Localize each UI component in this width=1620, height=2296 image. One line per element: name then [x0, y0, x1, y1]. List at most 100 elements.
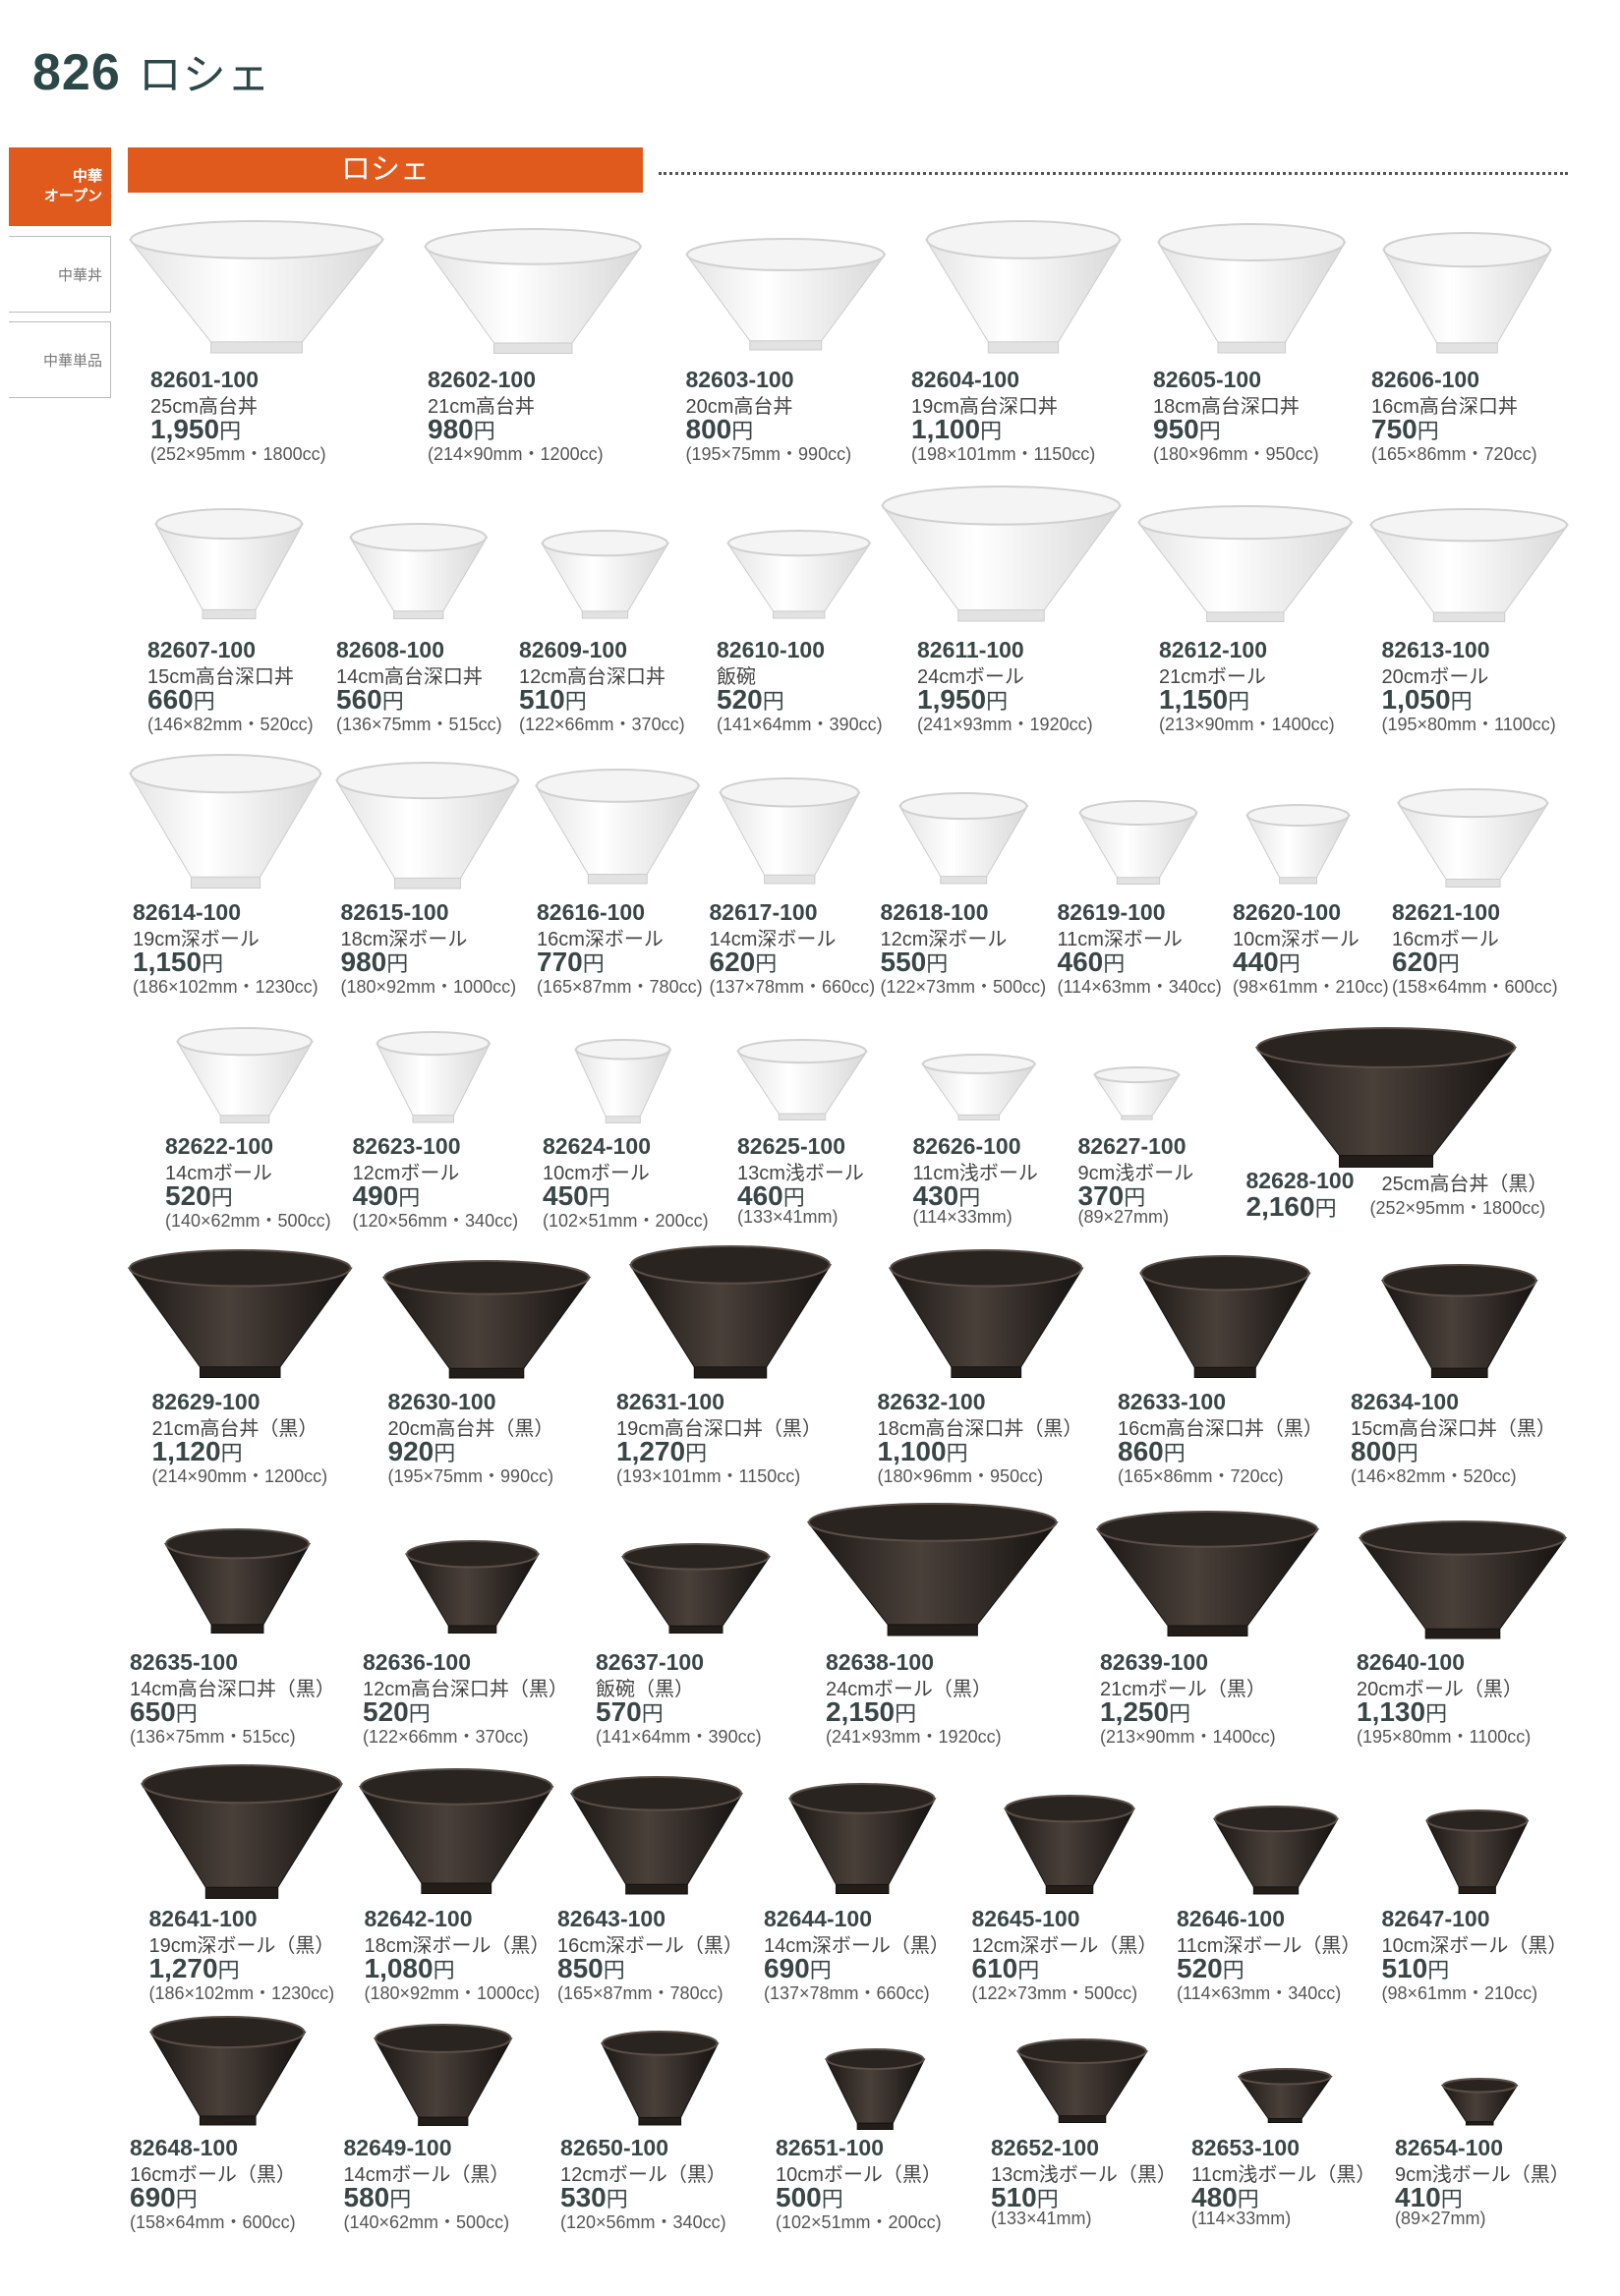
product-price: 1,270円 [149, 1953, 240, 1984]
price-value: 580 [343, 2181, 390, 2212]
currency-unit: 円 [1124, 1185, 1146, 1210]
product-dimensions: (195×80mm・1100cc) [1381, 714, 1556, 734]
product-name: 13cm浅ボール（黒） [991, 2163, 1177, 2186]
product-price: 770円 [537, 947, 605, 978]
product-name: 20cmボール [1381, 665, 1489, 688]
product-dimensions: (120×56mm・340cc) [560, 2211, 726, 2232]
currency-unit: 円 [381, 688, 404, 714]
bowl-image [684, 238, 887, 351]
bowl-image [1380, 1264, 1538, 1379]
product-name: 13cm浅ボール [737, 1163, 864, 1184]
sidebar-tab-chinese-bowl[interactable]: 中華丼 [9, 236, 111, 313]
currency-unit: 円 [809, 1958, 832, 1982]
product-price: 490円 [353, 1180, 421, 1212]
price-value: 1,950 [150, 414, 220, 444]
price-value: 620 [1392, 946, 1438, 977]
product-name: 10cm深ボール [1233, 928, 1360, 950]
price-value: 690 [130, 2181, 176, 2212]
product-dimensions: (140×62mm・500cc) [165, 1211, 331, 1231]
product-price: 510円 [519, 684, 587, 716]
product-name: 12cm深ボール（黒） [971, 1935, 1158, 1957]
product-dimensions: (195×75mm・990cc) [685, 444, 852, 464]
product-price: 450円 [543, 1180, 610, 1212]
product-dimensions: (133×41mm) [991, 2208, 1092, 2228]
currency-unit: 円 [1396, 1440, 1418, 1465]
product-dimensions: (122×73mm・500cc) [971, 1983, 1138, 2003]
bowl-image [620, 1542, 772, 1634]
product-dimensions: (180×92mm・1000cc) [340, 976, 517, 997]
price-value: 950 [1153, 414, 1199, 444]
product-code: 82605-100 [1153, 367, 1261, 392]
product-code: 82601-100 [150, 367, 259, 392]
product-code: 82610-100 [717, 636, 825, 662]
product-price: 430円 [913, 1180, 981, 1212]
bowl-image [888, 1249, 1084, 1378]
product-dimensions: (89×27mm) [1395, 2208, 1486, 2228]
product-name: 15cm高台深口丼 [147, 665, 294, 688]
product-price: 530円 [560, 2182, 628, 2213]
price-value: 1,270 [148, 1953, 218, 1983]
currency-unit: 円 [946, 1440, 968, 1465]
product-name: 15cm高台深口丼（黒） [1351, 1417, 1556, 1440]
bowl-image [175, 1026, 315, 1123]
product-dimensions: (146×82mm・520cc) [1351, 1465, 1517, 1486]
product-name: 21cm高台丼（黒） [151, 1417, 318, 1440]
product-name: 16cm深ボール（黒） [557, 1935, 743, 1957]
product-price: 370円 [1078, 1180, 1146, 1212]
product-price: 570円 [596, 1696, 664, 1728]
series-title: ロシェ [138, 51, 271, 99]
bowl-image [806, 1503, 1059, 1636]
product-code: 82642-100 [364, 1906, 473, 1931]
currency-unit: 円 [1278, 950, 1301, 976]
product-code: 82614-100 [133, 898, 241, 925]
product-dimensions: (214×90mm・1200cc) [151, 1465, 328, 1486]
product-dimensions: (114×63mm・340cc) [1057, 976, 1222, 997]
product-name: 12cm高台深口丼 [519, 665, 665, 688]
product-dimensions: (137×78mm・660cc) [764, 1983, 930, 2003]
product-price: 520円 [717, 684, 784, 716]
product-price: 410円 [1395, 2182, 1463, 2213]
price-value: 1,150 [133, 946, 202, 977]
product-name: 20cmボール（黒） [1357, 1679, 1523, 1700]
product-price: 520円 [363, 1696, 431, 1728]
product-price: 560円 [336, 684, 404, 716]
product-price: 1,250円 [1100, 1696, 1190, 1728]
product-code: 82626-100 [912, 1133, 1021, 1159]
price-value: 610 [971, 1953, 1018, 1983]
product-dimensions: (252×95mm・1800cc) [1369, 1197, 1546, 1218]
price-value: 750 [1371, 414, 1418, 444]
product-name: 飯碗 [717, 665, 756, 688]
product-code: 82622-100 [165, 1133, 273, 1159]
product-code: 82632-100 [877, 1388, 986, 1414]
price-value: 800 [1351, 1435, 1397, 1466]
price-value: 510 [991, 2181, 1037, 2212]
product-dimensions: (137×78mm・660cc) [709, 976, 876, 997]
bowl-image [574, 1038, 672, 1123]
product-price: 980円 [341, 947, 409, 978]
product-name: 16cm深ボール [537, 928, 664, 950]
bowl-image [1136, 504, 1354, 622]
product-dimensions: (195×75mm・990cc) [387, 1465, 554, 1486]
currency-unit: 円 [1017, 1958, 1040, 1982]
sidebar-tab-chinese-open[interactable]: 中華 オープン [9, 147, 111, 226]
currency-unit: 円 [398, 1185, 421, 1210]
currency-unit: 円 [1163, 1440, 1186, 1465]
currency-unit: 円 [606, 2186, 628, 2211]
currency-unit: 円 [175, 2186, 198, 2211]
bowl-image [1440, 2078, 1519, 2126]
product-price: 660円 [147, 684, 215, 716]
currency-unit: 円 [386, 950, 409, 976]
price-value: 1,250 [1100, 1696, 1170, 1727]
product-code: 82617-100 [709, 898, 818, 925]
currency-unit: 円 [1036, 2186, 1059, 2211]
product-code: 82634-100 [1351, 1388, 1459, 1414]
product-price: 2,160円 [1246, 1191, 1337, 1223]
bowl-image [348, 522, 489, 619]
product-price: 1,150円 [1159, 684, 1249, 716]
sidebar-tab-chinese-single[interactable]: 中華単品 [9, 321, 111, 398]
price-value: 440 [1233, 946, 1279, 977]
product-price: 460円 [1058, 947, 1126, 978]
product-name: 16cmボール [1392, 928, 1499, 950]
price-value: 770 [537, 946, 583, 977]
bowl-image [601, 2031, 720, 2126]
